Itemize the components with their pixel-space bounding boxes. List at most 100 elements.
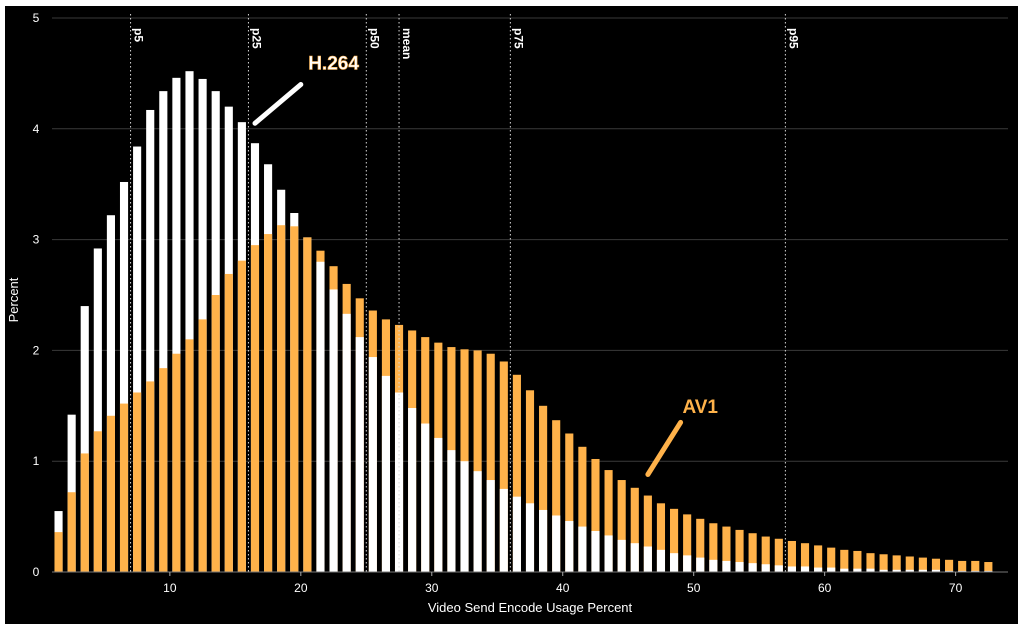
- bar-h264-41: [591, 531, 600, 572]
- bar-h264-52: [735, 562, 744, 572]
- percentile-label-p5: p5: [132, 28, 146, 42]
- y-axis-label: Percent: [6, 277, 21, 322]
- bar-av1-69: [958, 560, 967, 572]
- bar-h264-25: [381, 375, 391, 572]
- x-tick-label-20: 20: [294, 581, 308, 595]
- bar-av1-45: [643, 495, 652, 572]
- bar-h264-6: [133, 146, 142, 572]
- bar-h264-63: [879, 569, 888, 572]
- bar-av1-64: [892, 555, 901, 572]
- bar-h264-4: [106, 215, 115, 572]
- annotation-arrow-inner-h264: [255, 84, 301, 123]
- x-tick-label-10: 10: [163, 581, 177, 595]
- bar-h264-57: [800, 566, 810, 572]
- bar-h264-47: [669, 553, 679, 572]
- bar-av1-63: [879, 554, 888, 572]
- bar-h264-68: [945, 570, 954, 572]
- bar-h264-71: [984, 570, 993, 572]
- y-tick-label-1: 1: [33, 454, 40, 468]
- bar-av1-71: [984, 562, 993, 572]
- bar-h264-44: [630, 543, 639, 572]
- bar-av1-59: [827, 547, 836, 572]
- bar-h264-39: [565, 521, 574, 572]
- annotations-group: H.264 AV1: [252, 53, 718, 477]
- x-axis-label: Video Send Encode Usage Percent: [428, 600, 633, 615]
- bar-av1-4: [106, 415, 115, 572]
- bar-h264-36: [525, 503, 535, 572]
- bar-av1-43: [617, 480, 626, 572]
- bar-av1-31: [460, 349, 469, 572]
- bar-av1-55: [774, 538, 783, 572]
- bar-av1-62: [866, 553, 875, 572]
- y-tick-label-5: 5: [33, 11, 40, 25]
- bar-av1-56: [787, 540, 796, 572]
- grid-lines: [52, 17, 1008, 462]
- bar-av1-47: [669, 508, 679, 572]
- bar-h264-69: [958, 570, 967, 572]
- bar-av1-12: [211, 295, 220, 572]
- annotation-label-h264: H.264: [308, 53, 359, 74]
- bar-av1-17: [277, 225, 286, 573]
- bar-av1-36: [525, 390, 535, 572]
- bar-av1-54: [761, 536, 770, 572]
- bar-h264-2: [80, 306, 89, 572]
- bar-h264-59: [827, 567, 836, 572]
- bar-av1-11: [198, 319, 207, 572]
- bar-av1-8: [159, 368, 168, 572]
- bar-av1-1: [67, 492, 76, 572]
- bar-h264-65: [905, 569, 914, 572]
- annotation-arrow-h264: [252, 81, 304, 126]
- bar-h264-43: [617, 539, 626, 572]
- bar-h264-51: [722, 560, 731, 572]
- bar-h264-23: [355, 337, 364, 572]
- bar-av1-16: [264, 234, 273, 572]
- bar-av1-0: [54, 532, 63, 572]
- bar-av1-67: [931, 558, 941, 572]
- bar-av1-60: [840, 549, 849, 572]
- bar-av1-19: [303, 237, 312, 572]
- bar-h264-33: [486, 480, 495, 572]
- x-tick-label-40: 40: [556, 581, 570, 595]
- bar-h264-30: [447, 450, 456, 572]
- bar-h264-29: [434, 437, 443, 572]
- bar-h264-35: [512, 496, 521, 572]
- bar-h264-62: [866, 568, 875, 572]
- bar-h264-8: [159, 91, 168, 573]
- bar-av1-66: [918, 557, 927, 572]
- bar-h264-20: [316, 261, 325, 572]
- bar-h264-50: [709, 559, 718, 572]
- bar-h264-70: [971, 570, 980, 572]
- bar-av1-48: [683, 514, 692, 572]
- bar-av1-13: [224, 273, 233, 572]
- bar-av1-61: [853, 550, 862, 572]
- bar-h264-27: [408, 408, 417, 572]
- percentile-lines: p5 p25 p50 mean p75 p95: [130, 14, 800, 572]
- bar-av1-53: [748, 533, 757, 572]
- bar-av1-58: [814, 545, 823, 572]
- bar-h264-38: [552, 515, 561, 572]
- bar-h264-24: [368, 357, 377, 572]
- bar-h264-58: [814, 567, 823, 572]
- bar-h264-49: [696, 557, 705, 572]
- bar-h264-46: [656, 549, 666, 572]
- bar-av1-2: [80, 453, 89, 572]
- x-tick-label-30: 30: [425, 581, 439, 595]
- bar-h264-10: [185, 71, 194, 573]
- annotation-arrow-inner-av1: [648, 422, 681, 474]
- bar-av1-70: [971, 560, 980, 572]
- bar-h264-61: [853, 568, 862, 572]
- bar-h264-48: [683, 555, 692, 572]
- bar-av1-33: [486, 353, 495, 572]
- bar-h264-40: [578, 526, 587, 572]
- bar-h264-54: [761, 564, 770, 572]
- bar-av1-57: [800, 543, 810, 572]
- bar-av1-44: [630, 487, 639, 572]
- bars-group: [54, 71, 993, 573]
- bar-av1-42: [604, 470, 613, 572]
- y-tick-label-2: 2: [33, 343, 40, 357]
- bar-h264-45: [643, 546, 652, 572]
- bar-av1-3: [93, 431, 102, 572]
- bar-h264-7: [146, 109, 155, 573]
- bar-av1-14: [237, 260, 246, 572]
- bar-h264-28: [421, 423, 430, 572]
